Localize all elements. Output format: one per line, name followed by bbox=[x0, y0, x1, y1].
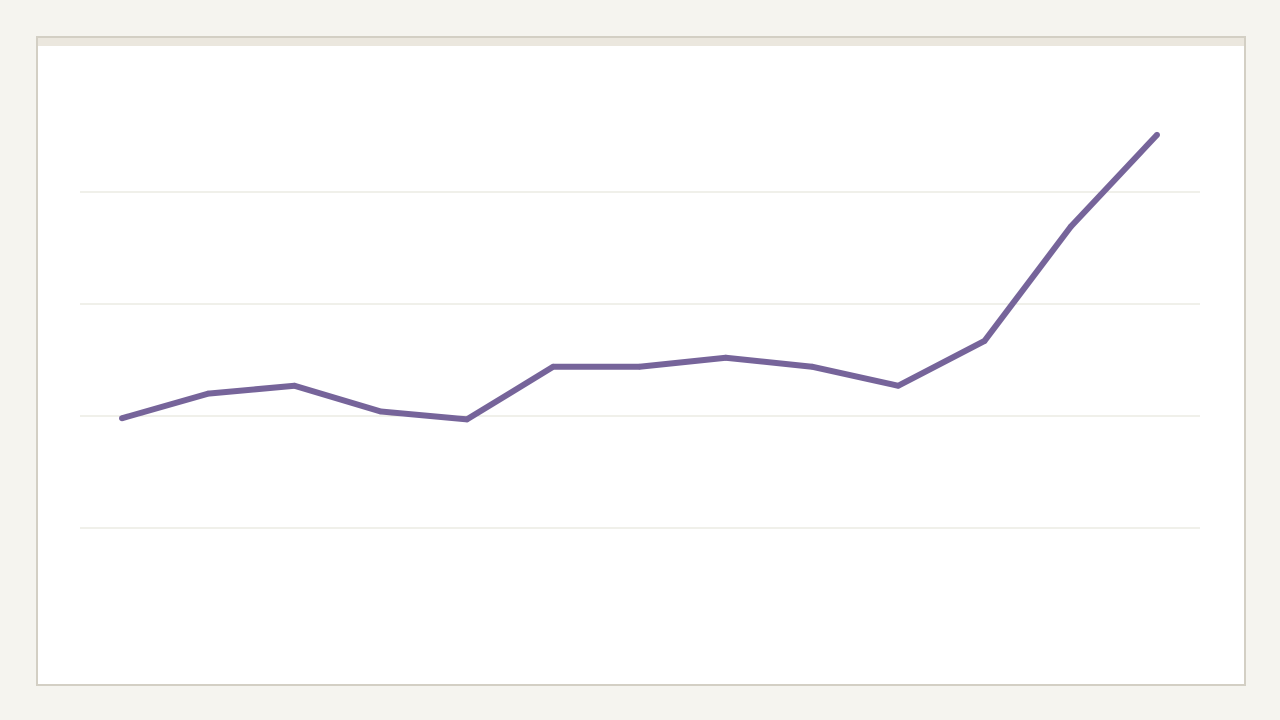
data-point bbox=[981, 337, 988, 344]
data-point bbox=[377, 408, 384, 415]
data-point bbox=[722, 354, 729, 361]
chart-card bbox=[36, 36, 1246, 686]
card-header-bar bbox=[38, 38, 1244, 46]
data-point bbox=[205, 390, 212, 397]
data-point bbox=[1067, 223, 1074, 230]
data-point bbox=[809, 363, 815, 370]
data-point bbox=[1154, 131, 1160, 138]
data-point bbox=[636, 363, 643, 370]
data-point bbox=[895, 382, 902, 389]
data-point bbox=[291, 382, 298, 389]
series-line bbox=[121, 132, 1160, 423]
data-point bbox=[464, 416, 470, 423]
data-point bbox=[119, 415, 125, 422]
data-point bbox=[550, 363, 557, 370]
